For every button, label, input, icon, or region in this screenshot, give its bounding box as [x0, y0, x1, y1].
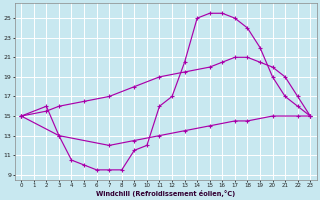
X-axis label: Windchill (Refroidissement éolien,°C): Windchill (Refroidissement éolien,°C) [96, 190, 236, 197]
